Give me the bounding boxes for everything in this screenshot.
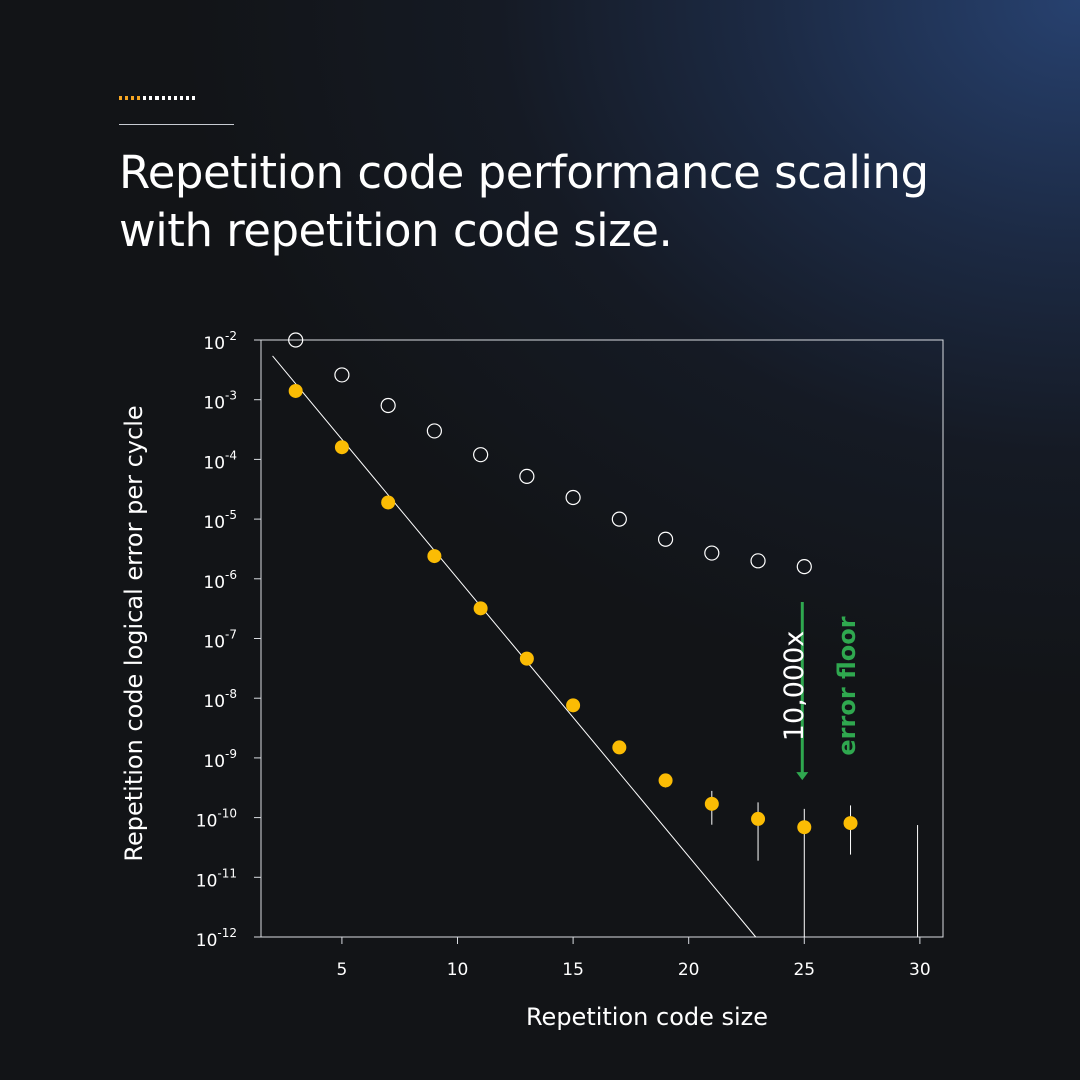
accent-dot	[149, 96, 153, 100]
y-tick-label: 10-4	[203, 448, 237, 473]
accent-dot	[125, 96, 129, 100]
y-tick-label: 10-7	[203, 628, 237, 653]
accent-dot	[185, 96, 189, 100]
x-tick-label: 20	[678, 960, 700, 980]
accent-dot	[155, 96, 159, 100]
x-tick-label: 10	[447, 960, 469, 980]
accent-dot	[143, 96, 147, 100]
y-axis-label: Repetition code logical error per cycle	[120, 405, 148, 861]
x-axis-label: Repetition code size	[526, 1003, 768, 1031]
error-floor-annotation: error floor	[833, 616, 861, 755]
data-point-filled	[751, 811, 766, 826]
y-tick-label: 10-2	[203, 329, 237, 354]
accent-dot	[137, 96, 141, 100]
data-point-open	[611, 511, 627, 527]
y-tick-label: 10-9	[203, 747, 237, 772]
x-tick-label: 30	[909, 960, 931, 980]
page-title: Repetition code performance scaling with…	[119, 146, 929, 257]
data-point-open	[426, 423, 442, 439]
y-tick-label: 10-5	[203, 508, 237, 533]
y-tick-label: 10-10	[196, 807, 237, 832]
accent-dot	[167, 96, 171, 100]
data-point-filled	[427, 549, 442, 564]
data-point-filled	[843, 816, 858, 831]
data-point-open	[380, 397, 396, 414]
error-floor-arrow-head	[796, 772, 809, 781]
accent-dot	[173, 96, 177, 100]
data-point-filled	[704, 796, 719, 811]
data-point-filled	[288, 383, 303, 398]
x-tick-label: 15	[562, 960, 584, 980]
data-point-open	[796, 559, 812, 575]
data-point-filled	[334, 440, 349, 455]
y-tick-label: 10-8	[203, 687, 237, 712]
y-tick-label: 10-6	[203, 568, 237, 593]
data-point-filled	[658, 773, 673, 788]
accent-rule	[119, 124, 234, 125]
data-point-open	[657, 531, 674, 547]
data-point-filled	[381, 495, 396, 510]
data-point-open	[473, 447, 489, 463]
y-tick-label: 10-3	[203, 389, 237, 414]
y-tick-label: 10-11	[196, 866, 237, 891]
data-point-filled	[473, 601, 488, 616]
accent-dots-decoration	[119, 96, 196, 100]
data-point-open	[519, 468, 535, 484]
x-tick-label: 5	[337, 960, 348, 980]
data-point-filled	[519, 651, 534, 666]
data-point-open	[565, 489, 581, 506]
data-point-open	[704, 545, 720, 561]
accent-dot	[161, 96, 165, 100]
accent-dot	[191, 96, 196, 100]
ratio-annotation: 10,000x	[779, 631, 810, 741]
data-point-filled	[612, 740, 627, 755]
data-point-filled	[566, 698, 581, 713]
accent-dot	[119, 96, 123, 100]
accent-dot	[179, 96, 183, 100]
data-point-open	[288, 332, 304, 348]
data-point-filled	[797, 820, 812, 835]
data-point-open	[334, 367, 350, 383]
accent-dot	[131, 96, 135, 100]
data-point-open	[750, 553, 766, 569]
y-tick-label: 10-12	[196, 926, 237, 951]
fit-line	[272, 355, 757, 938]
x-tick-label: 25	[793, 960, 815, 980]
